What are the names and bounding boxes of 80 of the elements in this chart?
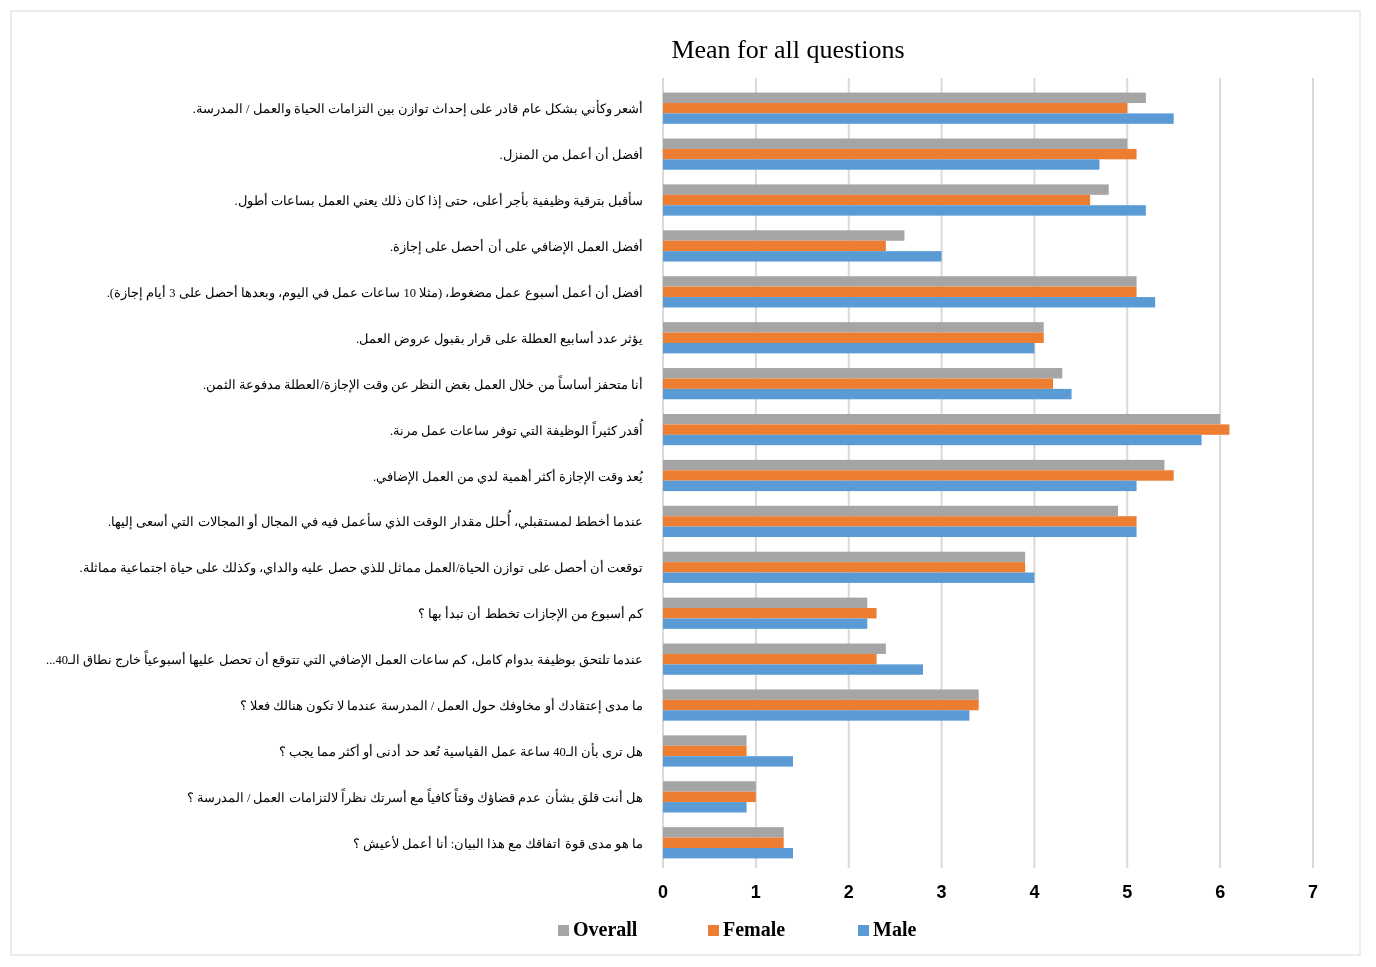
bar	[663, 735, 747, 746]
y-tick-label: ما مدى إعتقادك أو مخاوفك حول العمل / المدرسة عندما لا تكون هنالك فعلا ؟	[239, 697, 643, 715]
y-tick-label: هل ترى بأن الـ40 ساعة عمل القياسية تُعد حد أدنى أو أكثر مما يجب ؟	[278, 741, 643, 760]
bar	[663, 184, 1109, 195]
bar	[663, 424, 1230, 435]
bar	[663, 827, 784, 838]
bar	[663, 205, 1146, 216]
x-tick-label: 3	[936, 882, 947, 902]
bar	[663, 745, 747, 757]
bar	[663, 802, 747, 813]
legend-label: Male	[873, 918, 917, 940]
bar	[663, 837, 784, 848]
bar	[663, 572, 1035, 583]
bar	[663, 240, 886, 252]
bar	[663, 608, 877, 619]
bar	[663, 664, 923, 675]
bar	[663, 470, 1174, 481]
bar	[663, 148, 1137, 160]
y-tick-label: توقعت أن أحصل على توازن الحياة/العمل مماثل للذي حصل عليه والداي، وكذلك على حياة اجتماعية مماثلة.	[79, 559, 643, 577]
chart-title: Mean for all questions	[671, 35, 905, 64]
bar	[663, 480, 1137, 492]
bar	[663, 653, 877, 665]
bar	[663, 643, 886, 654]
bar	[663, 848, 793, 859]
x-tick-label: 4	[1029, 882, 1040, 902]
y-tick-label: كم أسبوع من الإجازات تخطط أن تبدأ بها ؟	[418, 605, 644, 623]
bar	[663, 562, 1026, 573]
y-tick-label: أفضل العمل الإضافي على أن أحصل على إجازة.	[390, 237, 643, 255]
x-tick-label: 0	[657, 882, 669, 902]
bar	[663, 113, 1174, 124]
bar	[663, 551, 1026, 563]
bar	[663, 526, 1137, 538]
y-tick-label: أفضل أن أعمل أسبوع عمل مضغوط، (مثلا 10 ساعات عمل في اليوم، وبعدها أحصل على 3 أيام إجازة).	[106, 283, 643, 301]
bar	[663, 276, 1137, 287]
x-tick-label: 5	[1122, 882, 1133, 902]
x-tick-label: 6	[1215, 882, 1226, 902]
bar	[663, 92, 1146, 103]
x-tick-label: 2	[843, 882, 854, 902]
bar	[663, 322, 1044, 333]
y-tick-label: هل أنت قلق بشأن عدم قضاؤك وقتاً كافياً مع أسرتك نظراً لالتزامات العمل / المدرسة ؟	[186, 787, 643, 806]
legend-label: Female	[723, 918, 786, 940]
bar	[663, 297, 1156, 308]
bar	[663, 434, 1202, 446]
bar	[663, 342, 1035, 354]
bar	[663, 378, 1053, 389]
y-tick-label: سأقبل بترقية وظيفية بأجر أعلى، حتى إذا كان ذلك يعني العمل بساعات أطول.	[234, 191, 643, 210]
bar	[663, 791, 756, 803]
bar	[663, 699, 979, 711]
bar	[663, 138, 1128, 149]
y-tick-label: أنا متحفز أساساً من خلال العمل بغض النظر عن وقت الإجازة/العطلة مدفوعة الثمن.	[202, 374, 643, 393]
x-tick-label: 7	[1307, 882, 1319, 902]
bar	[663, 159, 1100, 170]
bar	[663, 368, 1063, 379]
y-tick-label: يُعد وقت الإجازة أكثر أهمية لدي من العمل الإضافي.	[372, 467, 644, 485]
y-tick-label: ما هو مدى قوة اتفاقك مع هذا البيان: أنا أعمل لأعيش ؟	[353, 834, 643, 852]
bar	[663, 756, 793, 767]
bar	[663, 286, 1137, 298]
legend-label: Overall	[573, 918, 638, 940]
bar	[663, 516, 1137, 527]
bar	[663, 230, 905, 241]
bar	[663, 459, 1165, 471]
y-tick-label: عندما تلتحق بوظيفة بدوام كامل، كم ساعات العمل الإضافي التي تتوقع أن تحصل عليها أسبوعياً خارج نطاق الـ40...	[46, 650, 643, 669]
y-tick-label: عندما أخطط لمستقبلي، أُحلل مقدار الوقت الذي سأعمل فيه في المجال أو المجالات التي أسعى إليها.	[108, 509, 643, 531]
bar	[663, 332, 1044, 343]
bar	[663, 194, 1091, 206]
bar	[663, 781, 756, 792]
x-tick-label: 1	[750, 882, 761, 902]
y-tick-label: يؤثر عدد أسابيع العطلة على قرار بقبول عروض العمل.	[355, 329, 643, 347]
y-tick-label: أفضل أن أعمل من المنزل.	[499, 146, 643, 164]
y-tick-label: أُقدر كثيراً الوظيفة التي توفر ساعات عمل مرنة.	[390, 417, 644, 439]
bar	[663, 597, 868, 609]
bar	[663, 413, 1221, 425]
bar	[663, 689, 979, 700]
bar	[663, 618, 868, 629]
bar	[663, 103, 1128, 114]
bar	[663, 505, 1118, 517]
bar	[663, 388, 1072, 400]
bar	[663, 251, 942, 262]
bar	[663, 710, 970, 721]
y-tick-label: أشعر وكأني بشكل عام قادر على إحداث توازن بين التزامات الحياة والعمل / المدرسة.	[192, 99, 643, 118]
